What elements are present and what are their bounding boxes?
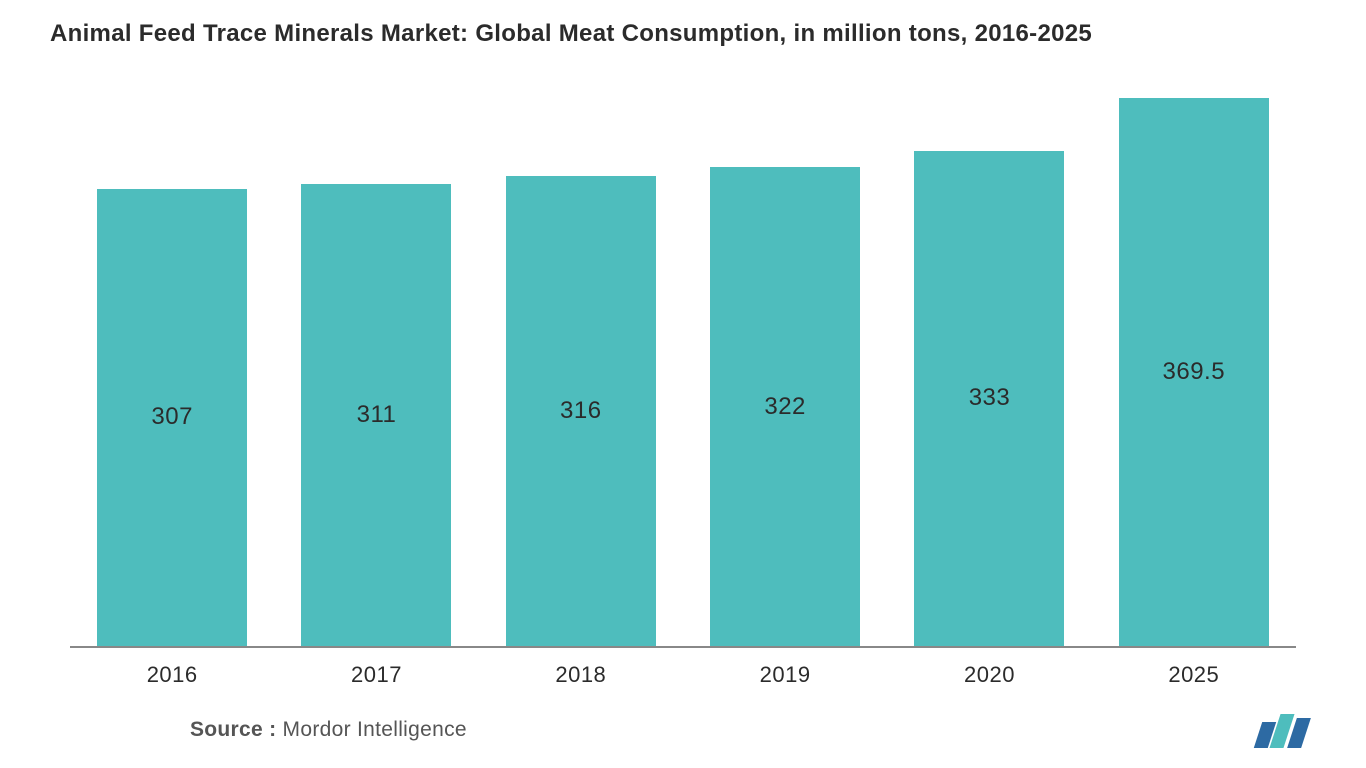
chart-footer: Source : Mordor Intelligence xyxy=(0,712,1366,748)
bar-group: 333 xyxy=(887,88,1091,646)
bar-group: 311 xyxy=(274,88,478,646)
logo-bars-icon xyxy=(1258,712,1306,748)
bar-group: 369.5 xyxy=(1092,88,1296,646)
bar-value-label: 316 xyxy=(560,397,602,425)
bar-group: 307 xyxy=(70,88,274,646)
bar-group: 316 xyxy=(479,88,683,646)
x-axis-label: 2017 xyxy=(274,662,478,688)
x-axis-label: 2020 xyxy=(887,662,1091,688)
x-axis-label: 2016 xyxy=(70,662,274,688)
bar: 307 xyxy=(97,189,247,646)
bar: 333 xyxy=(914,151,1064,646)
x-axis-label: 2018 xyxy=(479,662,683,688)
x-axis-label: 2025 xyxy=(1092,662,1296,688)
source-value: Mordor Intelligence xyxy=(276,718,466,741)
x-axis-labels: 201620172018201920202025 xyxy=(70,662,1296,688)
bar-group: 322 xyxy=(683,88,887,646)
bar-value-label: 369.5 xyxy=(1163,358,1226,386)
bar: 369.5 xyxy=(1119,98,1269,646)
bar: 322 xyxy=(710,167,860,646)
chart-container: Animal Feed Trace Minerals Market: Globa… xyxy=(0,0,1366,768)
bar-value-label: 333 xyxy=(969,384,1011,412)
source-attribution: Source : Mordor Intelligence xyxy=(190,718,467,742)
bar-value-label: 322 xyxy=(764,393,806,421)
chart-plot-area: 307 311 316 322 333 369.5 xyxy=(70,88,1296,648)
bar: 316 xyxy=(506,176,656,646)
bar-value-label: 307 xyxy=(151,403,193,431)
x-axis-label: 2019 xyxy=(683,662,887,688)
source-label: Source : xyxy=(190,718,276,741)
bar-value-label: 311 xyxy=(357,401,397,429)
brand-logo xyxy=(1258,712,1306,748)
chart-title: Animal Feed Trace Minerals Market: Globa… xyxy=(50,20,1336,48)
bar: 311 xyxy=(301,184,451,647)
